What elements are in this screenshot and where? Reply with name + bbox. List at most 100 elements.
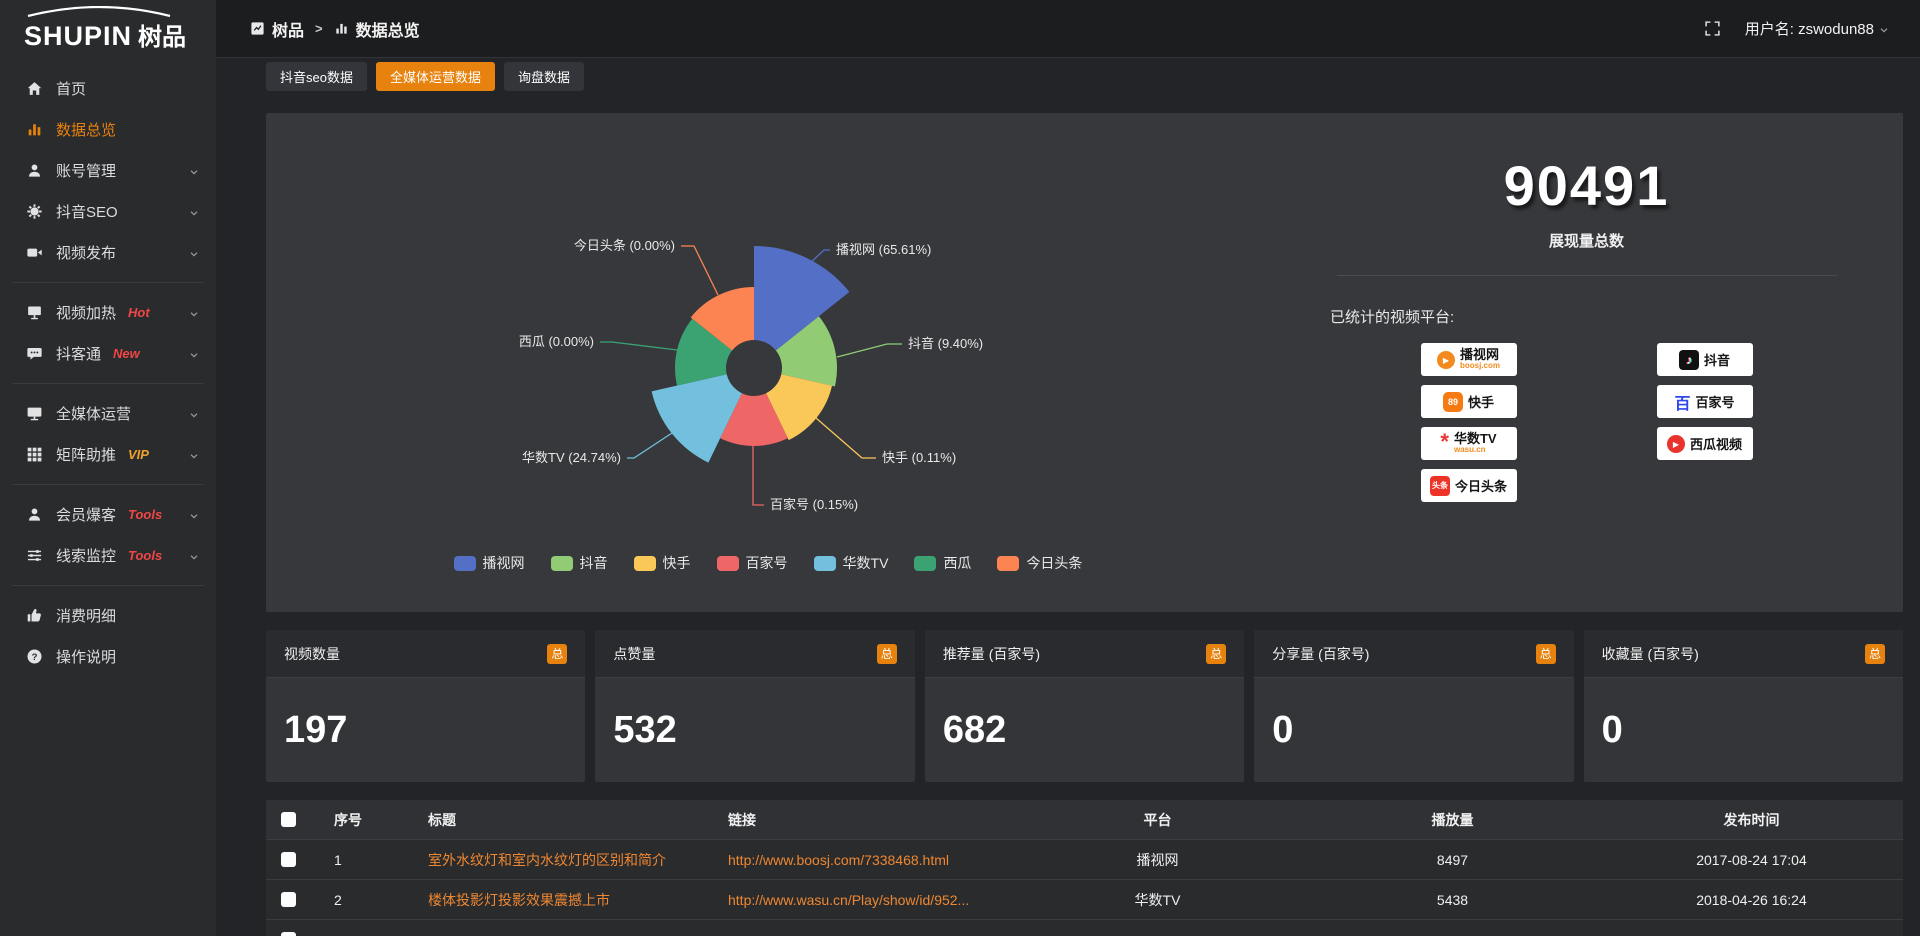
sidebar-item-3[interactable]: 抖音SEO	[0, 191, 216, 232]
legend-item-1[interactable]: 抖音	[550, 553, 608, 573]
stat-card-1: 点赞量 总 532	[595, 630, 915, 782]
sidebar-item-4[interactable]: 视频发布	[0, 232, 216, 273]
total-badge[interactable]: 总	[1865, 643, 1886, 664]
legend-swatch	[813, 555, 836, 571]
tab-1[interactable]: 全媒体运营数据	[375, 62, 495, 91]
sidebar-item-0[interactable]: 首页	[0, 68, 216, 109]
screen-icon	[26, 304, 43, 321]
platform-badge-6[interactable]: 头条 今日头条	[1420, 469, 1517, 502]
home-icon	[26, 80, 43, 97]
stat-card-header: 推荐量 (百家号) 总	[924, 630, 1245, 678]
legend-item-3[interactable]: 百家号	[716, 553, 788, 573]
douyin-logo: ♪	[1678, 349, 1699, 370]
stat-card-label: 推荐量 (百家号)	[942, 645, 1041, 662]
platform-badge-2[interactable]: 89 快手	[1420, 385, 1517, 418]
stat-card-value: 682	[942, 708, 1007, 751]
item-badge: New	[113, 346, 140, 361]
legend-item-4[interactable]: 华数TV	[813, 553, 888, 573]
pie-slice-6[interactable]	[690, 287, 754, 351]
chevron-down-icon	[188, 247, 200, 259]
sidebar-item-13[interactable]: 线索监控 Tools	[0, 535, 216, 576]
platform-badge-4[interactable]: * 华数TV wasu.cn	[1420, 427, 1517, 460]
video-url-link[interactable]: http://www.wasu.cn/Play/show/id/952...	[728, 891, 970, 908]
sidebar-item-12[interactable]: 会员爆客 Tools	[0, 494, 216, 535]
username-label: 用户名: zswodun88	[1744, 21, 1874, 38]
legend-item-6[interactable]: 今日头条	[997, 553, 1082, 573]
pie-slice-4[interactable]	[651, 374, 742, 463]
video-camera-icon	[26, 244, 43, 261]
fullscreen-icon[interactable]	[1704, 20, 1721, 37]
rose-chart: 播视网 (65.61%) 抖音 (9.40%) 快手 (0.11%) 百家号 (0.1…	[519, 238, 983, 512]
pie-label-4: 华数TV (24.74%)	[522, 450, 621, 465]
stat-card-value: 0	[1272, 708, 1294, 751]
total-badge[interactable]: 总	[1535, 643, 1556, 664]
stat-card-header: 点赞量 总	[595, 630, 915, 678]
tab-2[interactable]: 询盘数据	[503, 62, 584, 91]
platform-badge-1[interactable]: ♪ 抖音	[1656, 343, 1753, 376]
video-url-link[interactable]: http://www.boosj.com/7338468.html	[728, 851, 950, 868]
legend-item-5[interactable]: 西瓜	[914, 553, 971, 573]
platform-badge-0[interactable]: ▶ 播视网 boosj.com	[1420, 343, 1517, 376]
user-menu[interactable]: 用户名: zswodun88	[1745, 18, 1890, 39]
select-all-checkbox[interactable]	[280, 812, 296, 827]
legend-item-2[interactable]: 快手	[633, 553, 691, 573]
pie-slice-1[interactable]	[775, 316, 837, 387]
stat-card-body: 682	[925, 678, 1244, 782]
pie-label-2: 快手 (0.11%)	[882, 450, 956, 465]
pie-slice-5[interactable]	[674, 318, 733, 386]
platform-badge-3[interactable]: 百 百家号	[1656, 385, 1753, 418]
platform-badge-5[interactable]: ▶ 西瓜视频	[1656, 427, 1753, 460]
bar-chart-icon	[334, 21, 349, 36]
chevron-down-icon	[188, 206, 200, 218]
sidebar-item-2[interactable]: 账号管理	[0, 150, 216, 191]
pie-label-0: 播视网 (65.61%)	[836, 242, 931, 257]
platforms-title: 已统计的视频平台:	[1330, 309, 1455, 326]
cell-index: 1	[334, 851, 342, 868]
breadcrumb-root[interactable]: 树品	[272, 22, 305, 40]
col-header-published: 发布时间	[1723, 811, 1780, 828]
sidebar-item-6[interactable]: 视频加热 Hot	[0, 292, 216, 333]
pie-slice-0[interactable]	[754, 246, 850, 351]
summary-panel: 90491 展现量总数 已统计的视频平台: ▶ 播视网 boosj.com ♪ 抖…	[1270, 113, 1903, 612]
item-badge: VIP	[128, 447, 149, 462]
total-badge[interactable]: 总	[1206, 643, 1227, 664]
xigua-logo: ▶	[1666, 434, 1685, 454]
legend-swatch	[633, 555, 656, 571]
table-row-1: 2 楼体投影灯投影效果震撼上市 http://www.wasu.cn/Play/…	[266, 880, 1903, 920]
chevron-down-icon	[188, 165, 200, 177]
legend-swatch	[997, 555, 1020, 571]
pie-slice-3[interactable]	[720, 393, 788, 447]
videos-table: 序号 标题 链接 平台 播放量 发布时间 1 室外水纹灯和室内水纹灯的区别和简介…	[266, 800, 1903, 936]
legend-item-0[interactable]: 播视网	[453, 553, 525, 573]
app-icon	[250, 21, 265, 36]
stat-card-value: 532	[613, 708, 677, 751]
row-checkbox[interactable]	[280, 932, 296, 936]
stat-card-value: 0	[1601, 708, 1623, 751]
stat-card-4: 收藏量 (百家号) 总 0	[1583, 630, 1904, 782]
sidebar-item-10[interactable]: 矩阵助推 VIP	[0, 434, 216, 475]
thumbs-up-icon	[26, 607, 43, 624]
grid-icon	[26, 446, 43, 463]
video-title-link[interactable]: 楼体投影灯投影效果震撼上市	[428, 891, 610, 908]
video-title-link[interactable]: 室外水纹灯和室内水纹灯的区别和简介	[428, 851, 666, 868]
sidebar-item-15[interactable]: 消费明细	[0, 595, 216, 636]
row-checkbox[interactable]	[280, 852, 296, 867]
sidebar-item-7[interactable]: 抖客通 New	[0, 333, 216, 374]
bar-chart-icon	[26, 121, 43, 138]
sidebar-divider	[12, 484, 204, 485]
platforms-grid: ▶ 播视网 boosj.com ♪ 抖音 89 快手 百 百家号 * 华数TV wa…	[1270, 343, 1903, 502]
pie-slice-2[interactable]	[766, 374, 832, 441]
row-checkbox[interactable]	[280, 892, 296, 907]
tab-0[interactable]: 抖音seo数据	[266, 62, 367, 91]
breadcrumb-current[interactable]: 数据总览	[355, 22, 420, 40]
total-badge[interactable]: 总	[547, 643, 568, 664]
item-badge: Hot	[128, 305, 150, 320]
sidebar-item-1[interactable]: 数据总览	[0, 109, 216, 150]
sidebar-item-16[interactable]: ? 操作说明	[0, 636, 216, 677]
legend-swatch	[716, 555, 739, 571]
total-badge[interactable]: 总	[876, 643, 897, 664]
pie-label-6: 今日头条 (0.00%)	[574, 238, 675, 253]
pie-label-5: 西瓜 (0.00%)	[519, 334, 594, 349]
legend-swatch	[453, 555, 476, 571]
sidebar-item-9[interactable]: 全媒体运营	[0, 393, 216, 434]
